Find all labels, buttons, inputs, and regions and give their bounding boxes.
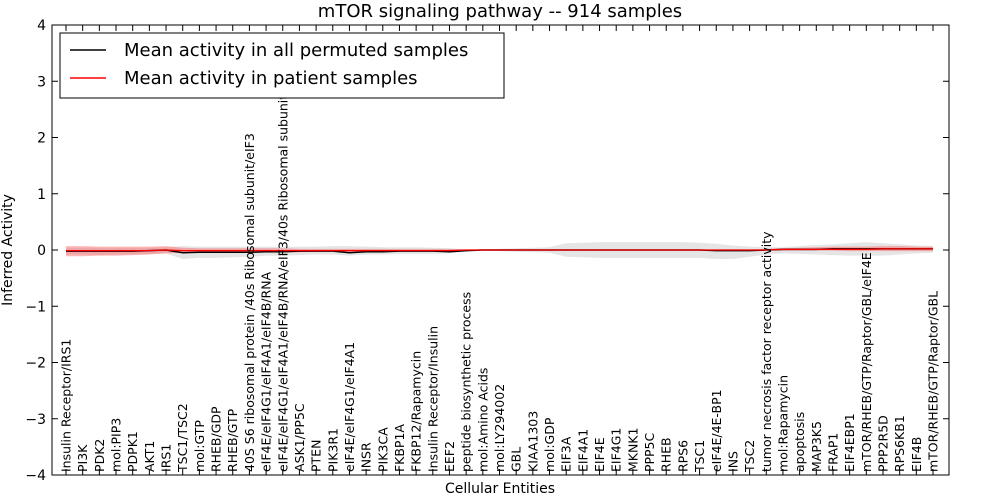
x-tick-label: TSC1/TSC2 xyxy=(175,403,190,473)
x-tick-label: EIF4EBP1 xyxy=(842,413,857,472)
y-tick-label: −3 xyxy=(25,412,46,428)
x-tick-label: PI3K xyxy=(75,444,90,472)
x-tick-label: EIF4A1 xyxy=(575,429,590,472)
x-tick-label: mTOR/RHEB/GTP/Raptor/GBL xyxy=(926,291,941,472)
x-tick-label: eIF4E/4E-BP1 xyxy=(709,389,724,472)
x-tick-label: mol:Rapamycin xyxy=(775,375,790,472)
x-tick-label: tumor necrosis factor receptor activity xyxy=(759,231,774,472)
legend-box xyxy=(59,32,505,99)
x-tick-label: RHEB/GDP xyxy=(209,406,224,472)
y-tick-label: 2 xyxy=(37,131,46,147)
x-tick-label: EIF4G1 xyxy=(609,428,624,472)
x-tick-label: eIF4E/eIF4G1/eIF4A1/eIF4B/RNA/eIF3/40s R… xyxy=(275,95,290,472)
series-lines xyxy=(66,248,933,254)
x-tick-label: INSR xyxy=(359,442,374,472)
series-line-patient xyxy=(66,248,933,252)
y-axis: 4 3 2 1 0 −1 −2 −3 −4 xyxy=(25,18,949,484)
x-tick-label: IRS1 xyxy=(159,444,174,472)
x-tick-label: mol:LY294002 xyxy=(492,384,507,472)
x-tick-label: RPS6 xyxy=(675,440,690,472)
chart-title: mTOR signaling pathway -- 914 samples xyxy=(318,1,682,22)
x-tick-label: MKNK1 xyxy=(625,428,640,472)
x-tick-label: EEF2 xyxy=(442,441,457,472)
x-tick-label: TSC1 xyxy=(692,440,707,473)
x-tick-label: ASK1/PP5C xyxy=(292,403,307,472)
x-tick-label: KIAA1303 xyxy=(525,411,540,472)
legend: Mean activity in all permuted samples Me… xyxy=(59,32,505,99)
x-tick-label: FRAP1 xyxy=(826,433,841,472)
y-tick-label: −2 xyxy=(25,356,46,372)
x-tick-label: PDPK1 xyxy=(125,431,140,472)
x-tick-label: 40S S6 ribosomal protein /40s Ribosomal … xyxy=(242,133,257,472)
x-tick-label: MAP3K5 xyxy=(809,421,824,472)
x-tick-label: mol:Amino Acids xyxy=(475,368,490,472)
y-axis-label: Inferred Activity xyxy=(0,194,16,306)
legend-label-permuted: Mean activity in all permuted samples xyxy=(124,40,468,61)
x-tick-label: RHEB xyxy=(659,437,674,472)
x-tick-label: RHEB/GTP xyxy=(225,408,240,472)
x-tick-label: EIF4E xyxy=(592,437,607,472)
x-tick-label: Insulin Receptor/Insulin xyxy=(425,326,440,472)
x-tick-label: PIK3CA xyxy=(375,427,390,472)
x-tick-label: eIF4E/eIF4G1/eIF4A1/eIF4B/RNA xyxy=(259,271,274,472)
x-tick-label: EIF4B xyxy=(909,437,924,472)
y-tick-label: 3 xyxy=(37,74,46,90)
x-tick-label: PIK3R1 xyxy=(325,428,340,472)
y-tick-label: 1 xyxy=(37,187,46,203)
x-tick-label: INS xyxy=(725,451,740,472)
x-tick-label: PPP5C xyxy=(642,432,657,472)
x-tick-label: apoptosis xyxy=(792,412,807,472)
y-tick-label: 0 xyxy=(37,243,46,259)
x-tick-label: mTOR/RHEB/GTP/Raptor/GBL/eIF4E xyxy=(859,252,874,472)
x-tick-label: TSC2 xyxy=(742,440,757,473)
x-tick-label: GBL xyxy=(509,447,524,472)
legend-label-patient: Mean activity in patient samples xyxy=(124,68,418,89)
x-tick-label: peptide biosynthetic process xyxy=(459,292,474,472)
x-tick-label: eIF4E/eIF4G1/eIF4A1 xyxy=(342,342,357,472)
x-tick-label: RPS6KB1 xyxy=(892,415,907,472)
x-tick-label: PPP2R5D xyxy=(876,415,891,472)
x-tick-label: mol:PIP3 xyxy=(109,418,124,472)
x-tick-label: Insulin Receptor/IRS1 xyxy=(59,339,74,472)
x-tick-label: PTEN xyxy=(309,440,324,472)
x-tick-label: PDK2 xyxy=(92,439,107,472)
y-tick-label: 4 xyxy=(37,18,46,34)
x-axis-label: Cellular Entities xyxy=(445,481,555,497)
x-tick-label: FKBP12/Rapamycin xyxy=(409,351,424,472)
x-tick-label: mol:GTP xyxy=(192,420,207,472)
y-tick-label: −1 xyxy=(25,299,46,315)
x-tick-label: FKBP1A xyxy=(392,424,407,472)
x-tick-label: AKT1 xyxy=(142,441,157,472)
band-patient xyxy=(66,246,933,257)
x-tick-label: mol:GDP xyxy=(542,417,557,472)
y-tick-label: −4 xyxy=(25,468,46,484)
x-axis: Insulin Receptor/IRS1 PI3K PDK2 mol:PIP3 PDP… xyxy=(59,25,941,475)
x-tick-label: EIF3A xyxy=(559,436,574,472)
